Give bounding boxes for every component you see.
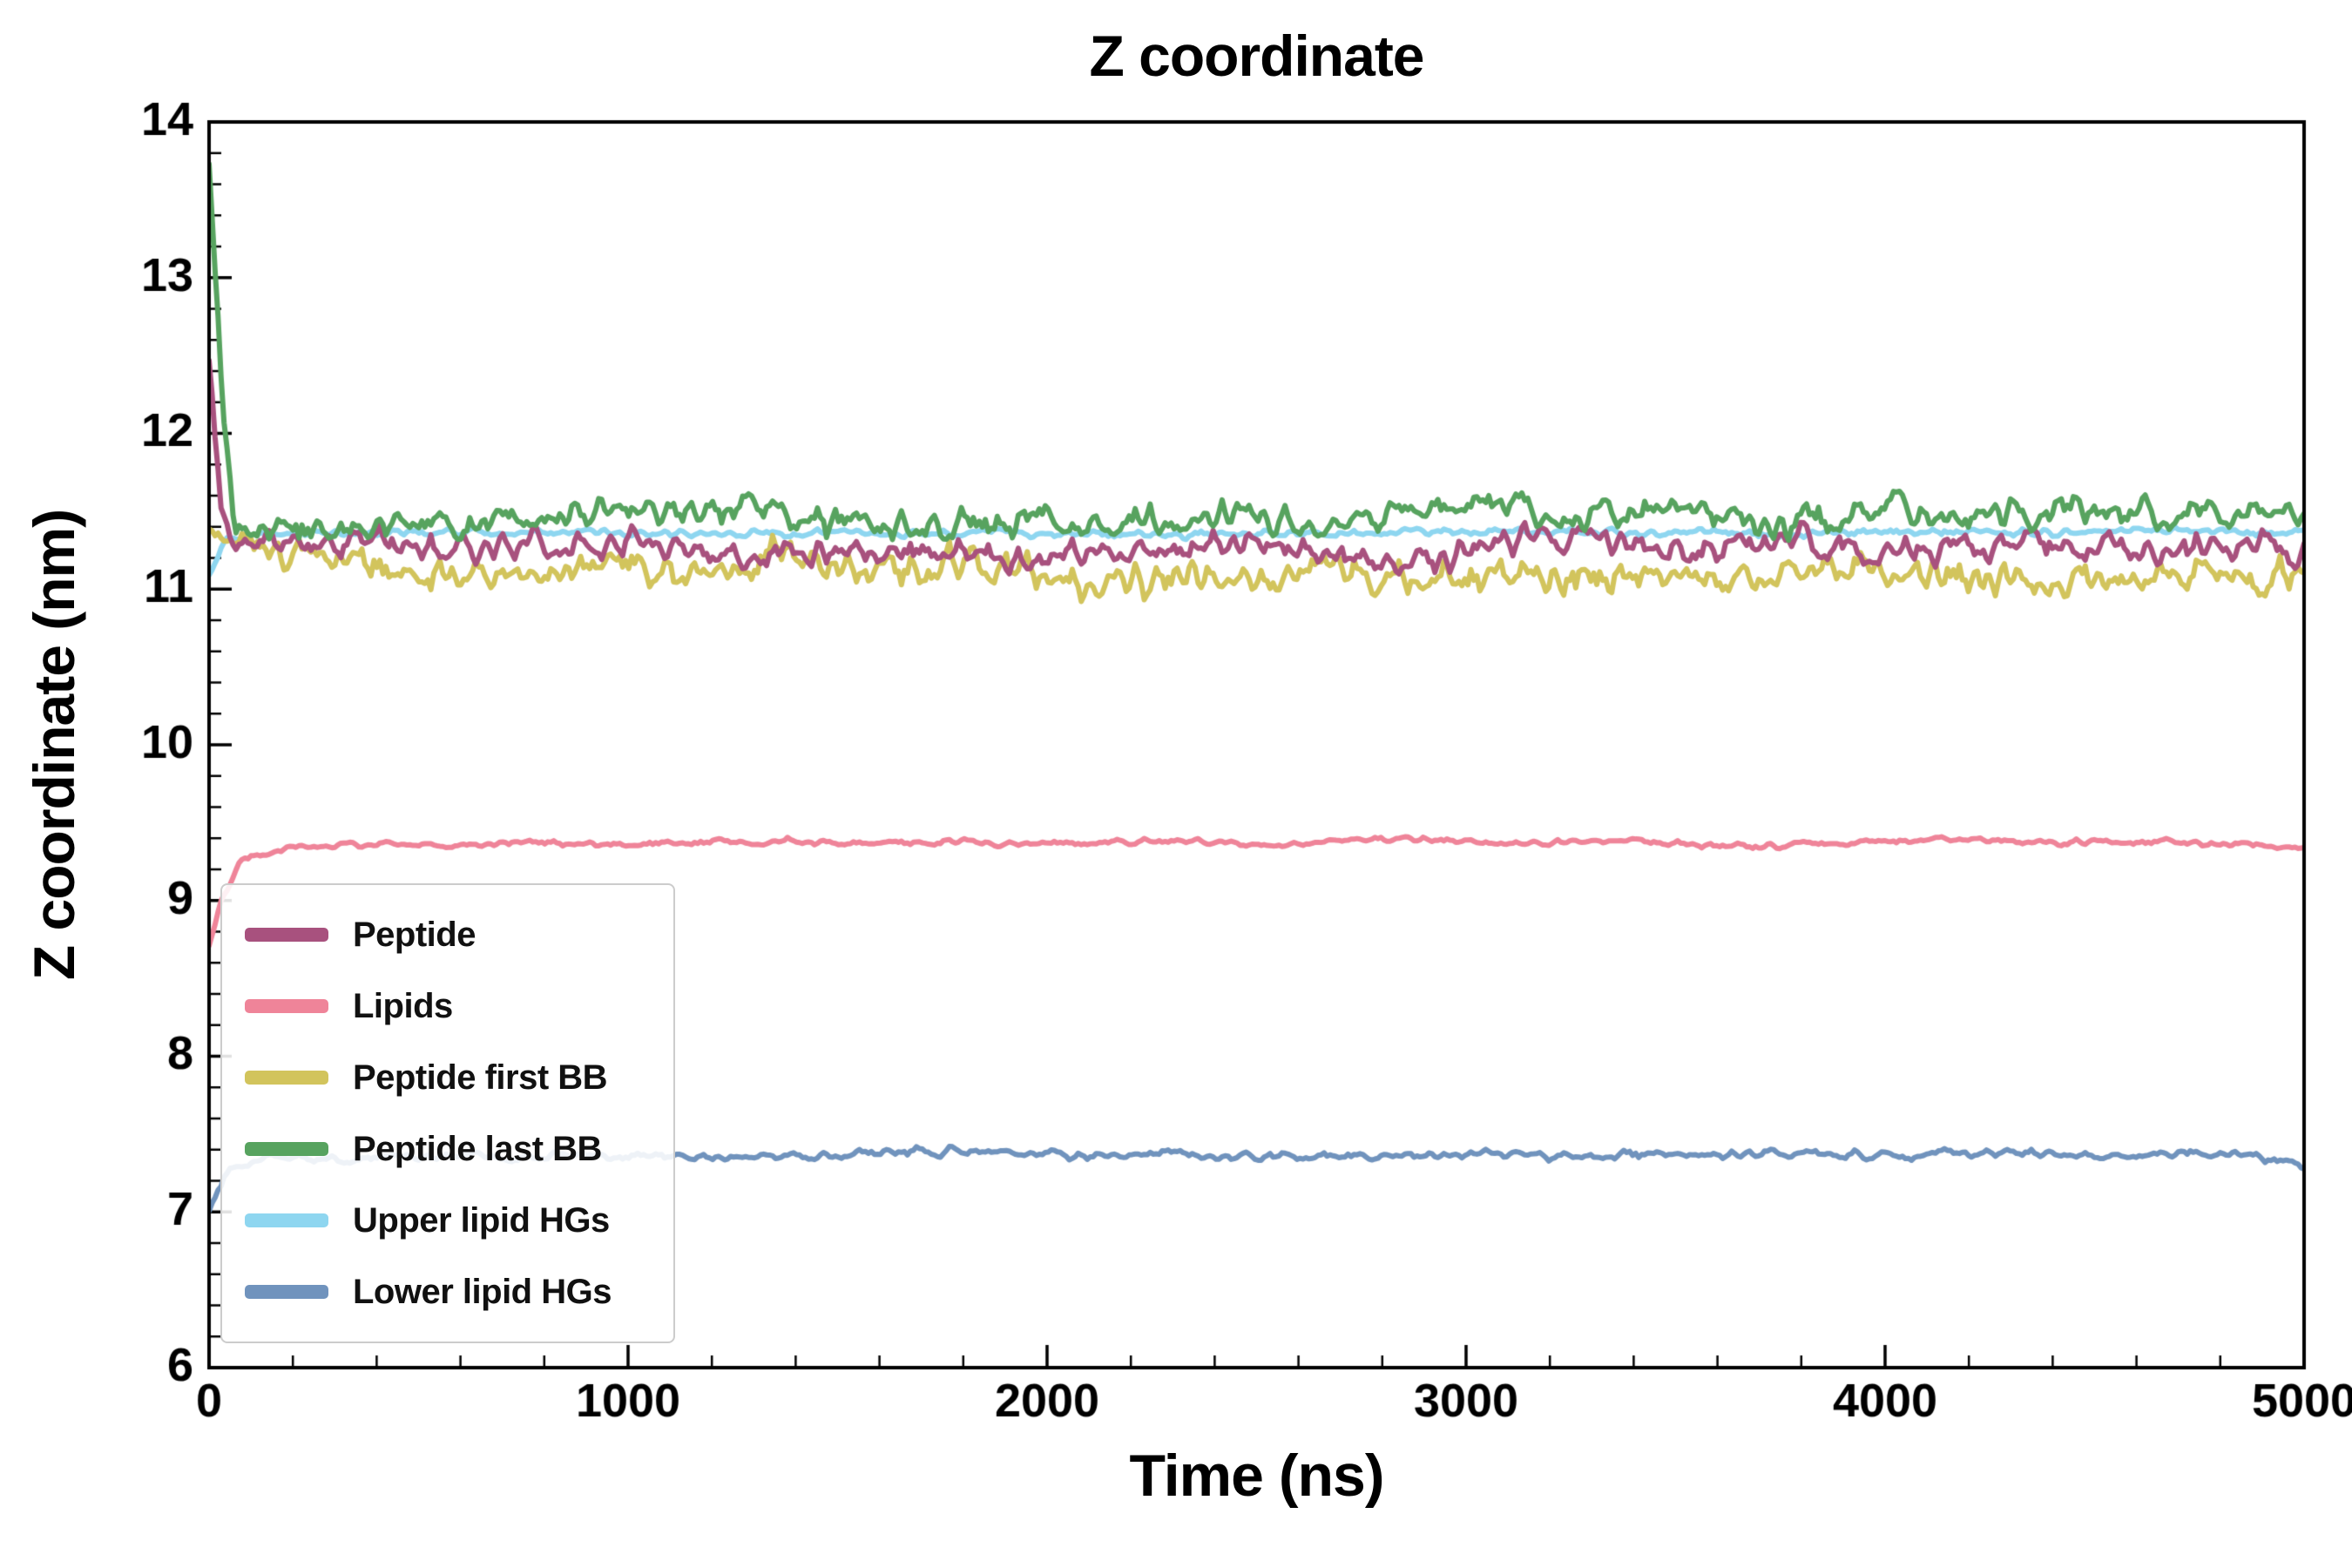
legend-label: Lipids [353, 986, 453, 1025]
legend-item: Lipids [222, 970, 673, 1042]
legend-swatch [245, 999, 328, 1013]
legend-swatch [245, 1142, 328, 1156]
legend-label: Peptide last BB [353, 1129, 602, 1168]
legend-swatch [245, 1071, 328, 1085]
legend-label: Peptide first BB [353, 1058, 608, 1097]
legend-swatch [245, 1213, 328, 1227]
legend-item: Peptide first BB [222, 1042, 673, 1113]
legend-label: Peptide [353, 915, 476, 954]
legend-item: Lower lipid HGs [222, 1256, 673, 1328]
y-axis-label: Z coordinate (nm) [22, 509, 86, 981]
chart-title: Z coordinate [1089, 24, 1424, 88]
legend-swatch [245, 928, 328, 942]
legend-item: Peptide last BB [222, 1113, 673, 1185]
legend-swatch [245, 1285, 328, 1299]
x-axis-label: Time (ns) [1129, 1443, 1384, 1509]
legend: Peptide Lipids Peptide first BB Peptide las… [220, 883, 675, 1343]
legend-label: Upper lipid HGs [353, 1200, 610, 1240]
legend-label: Lower lipid HGs [353, 1272, 612, 1311]
legend-item: Peptide [222, 899, 673, 970]
legend-item: Upper lipid HGs [222, 1185, 673, 1256]
